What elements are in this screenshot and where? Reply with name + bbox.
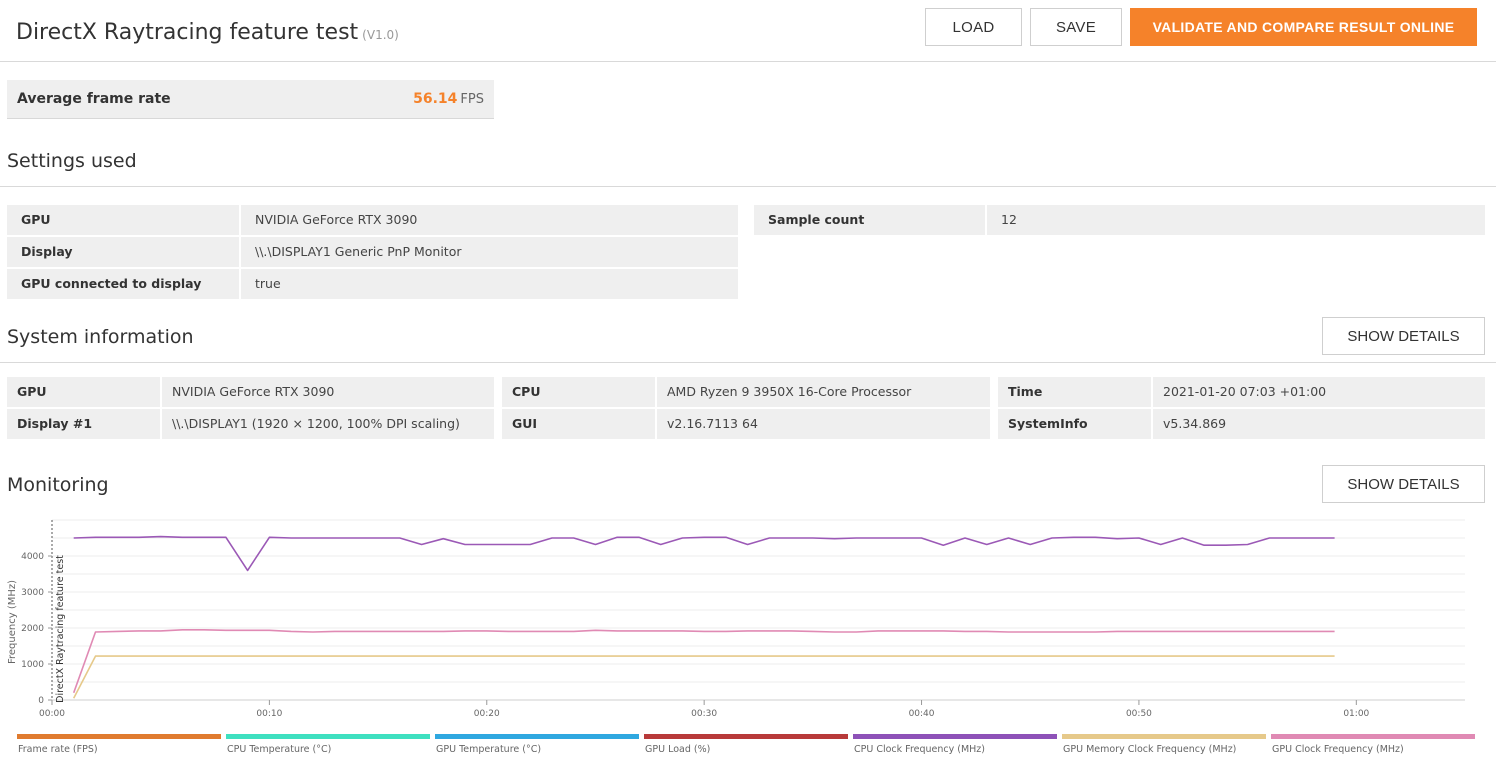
section-divider [0, 362, 1496, 363]
system-value: 2021-01-20 07:03 +01:00 [1163, 384, 1327, 399]
series-line-cpu-clock-frequency-mhz [73, 535, 1335, 572]
system-key: GUI [502, 409, 657, 439]
legend-color-swatch [1271, 734, 1475, 739]
x-tick-label: 00:10 [256, 709, 282, 719]
settings-row-gpu: GPU NVIDIA GeForce RTX 3090 [7, 205, 738, 235]
system-row-gpu: GPU NVIDIA GeForce RTX 3090 [7, 377, 494, 407]
x-tick-label: 00:00 [39, 709, 65, 719]
legend-color-swatch [853, 734, 1057, 739]
chart-grid [52, 519, 1465, 683]
load-button[interactable]: LOAD [925, 8, 1022, 46]
settings-value: true [255, 276, 281, 291]
system-row-cpu: CPU AMD Ryzen 9 3950X 16-Core Processor [502, 377, 990, 407]
x-tick-label: 00:50 [1126, 709, 1152, 719]
test-marker-label: DirectX Raytracing feature test [55, 555, 66, 703]
system-value: AMD Ryzen 9 3950X 16-Core Processor [667, 384, 912, 399]
legend-label: Frame rate (FPS) [18, 744, 98, 755]
score-unit: FPS [460, 92, 484, 107]
settings-value: \\.\DISPLAY1 Generic PnP Monitor [255, 244, 462, 259]
system-key: Time [998, 377, 1153, 407]
settings-row-sample-count: Sample count 12 [754, 205, 1485, 235]
system-row-gui: GUI v2.16.7113 64 [502, 409, 990, 439]
chart-series [72, 535, 1335, 699]
app-header: DirectX Raytracing feature test (V1.0) LO… [0, 0, 1496, 62]
system-info-section-title: System information [7, 326, 194, 348]
system-row-time: Time 2021-01-20 07:03 +01:00 [998, 377, 1485, 407]
settings-value: NVIDIA GeForce RTX 3090 [255, 212, 418, 227]
system-key: GPU [7, 377, 162, 407]
legend-label: CPU Temperature (°C) [227, 744, 332, 755]
average-frame-rate-panel: Average frame rate 56.14 FPS [7, 80, 494, 119]
legend-color-swatch [17, 734, 221, 739]
x-tick-label: 00:40 [909, 709, 935, 719]
system-key: SystemInfo [998, 409, 1153, 439]
settings-key: Sample count [754, 205, 987, 235]
y-tick-label: 3000 [21, 588, 44, 598]
y-tick-label: 4000 [21, 552, 44, 562]
system-key: CPU [502, 377, 657, 407]
y-tick-label: 0 [38, 696, 44, 706]
settings-row-gpu-connected: GPU connected to display true [7, 269, 738, 299]
legend-item[interactable]: GPU Temperature (°C) [435, 734, 639, 756]
legend-color-swatch [435, 734, 639, 739]
legend-label: GPU Temperature (°C) [436, 744, 542, 755]
system-row-display: Display #1 \\.\DISPLAY1 (1920 × 1200, 10… [7, 409, 494, 439]
monitoring-chart: 0 1000 2000 3000 4000 00:00 00:10 00:20 00:30 00:… [7, 519, 1465, 719]
legend-label: GPU Load (%) [645, 744, 711, 755]
system-key: Display #1 [7, 409, 162, 439]
page-title: DirectX Raytracing feature test (V1.0) [16, 20, 399, 45]
legend-item[interactable]: Frame rate (FPS) [17, 734, 221, 756]
x-tick-label: 01:00 [1343, 709, 1369, 719]
y-tick-label: 1000 [21, 660, 44, 670]
settings-value: 12 [1001, 212, 1017, 227]
monitoring-section-title: Monitoring [7, 474, 109, 496]
chart-axes: 0 1000 2000 3000 4000 00:00 00:10 00:20 00:30 00:… [21, 520, 1465, 719]
x-tick-label: 00:30 [691, 709, 717, 719]
settings-section-title: Settings used [7, 150, 137, 172]
test-name: DirectX Raytracing feature test [16, 20, 359, 45]
version-label: (V1.0) [362, 28, 399, 42]
legend-item[interactable]: CPU Clock Frequency (MHz) [853, 734, 1057, 756]
monitoring-show-details-button[interactable]: SHOW DETAILS [1322, 465, 1485, 503]
y-axis-label: Frequency (MHz) [7, 580, 18, 664]
legend-label: GPU Memory Clock Frequency (MHz) [1063, 744, 1237, 755]
legend-color-swatch [644, 734, 848, 739]
y-tick-label: 2000 [21, 624, 44, 634]
validate-compare-online-button[interactable]: VALIDATE AND COMPARE RESULT ONLINE [1130, 8, 1477, 46]
score-value: 56.14 [413, 91, 458, 107]
settings-key: GPU [7, 205, 241, 235]
legend-item[interactable]: CPU Temperature (°C) [226, 734, 430, 756]
settings-row-display: Display \\.\DISPLAY1 Generic PnP Monitor [7, 237, 738, 267]
x-tick-label: 00:20 [474, 709, 500, 719]
legend-color-swatch [226, 734, 430, 739]
legend-item[interactable]: GPU Load (%) [644, 734, 848, 756]
settings-key: GPU connected to display [7, 269, 241, 299]
system-show-details-button[interactable]: SHOW DETAILS [1322, 317, 1485, 355]
system-value: v2.16.7113 64 [667, 416, 758, 431]
system-value: \\.\DISPLAY1 (1920 × 1200, 100% DPI scal… [172, 416, 460, 431]
legend-color-swatch [1062, 734, 1266, 739]
system-value: v5.34.869 [1163, 416, 1227, 431]
score-label: Average frame rate [17, 91, 171, 107]
save-button[interactable]: SAVE [1030, 8, 1122, 46]
system-row-systeminfo: SystemInfo v5.34.869 [998, 409, 1485, 439]
legend-label: GPU Clock Frequency (MHz) [1272, 744, 1404, 755]
series-line-gpu-clock-frequency-mhz [72, 629, 1335, 694]
score-value-wrap: 56.14 FPS [413, 91, 484, 107]
series-line-gpu-memory-clock-frequency-mhz [72, 655, 1335, 699]
system-value: NVIDIA GeForce RTX 3090 [172, 384, 335, 399]
settings-key: Display [7, 237, 241, 267]
legend-item[interactable]: GPU Clock Frequency (MHz) [1271, 734, 1475, 756]
legend-label: CPU Clock Frequency (MHz) [854, 744, 986, 755]
section-divider [0, 186, 1496, 187]
legend-item[interactable]: GPU Memory Clock Frequency (MHz) [1062, 734, 1266, 756]
